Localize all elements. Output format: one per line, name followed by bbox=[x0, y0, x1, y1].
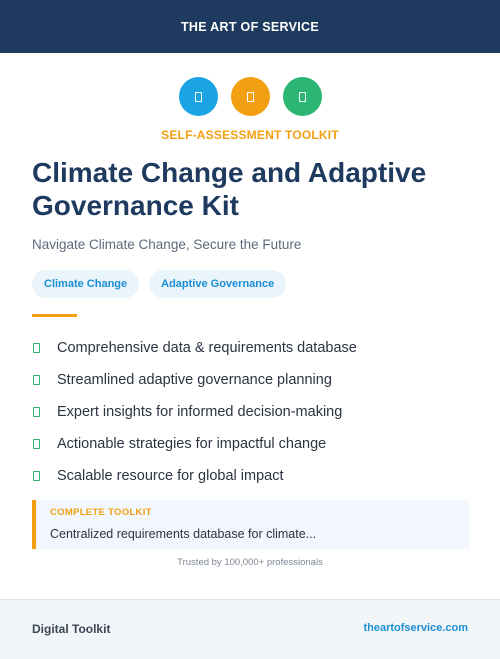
subtitle: Navigate Climate Change, Secure the Futu… bbox=[32, 237, 302, 252]
feature-text: Expert insights for informed decision-ma… bbox=[57, 404, 343, 420]
header-bar: THE ART OF SERVICE bbox=[0, 0, 500, 53]
toolkit-label: COMPLETE TOOLKIT bbox=[50, 507, 152, 518]
check-icon bbox=[33, 439, 40, 449]
check-icon bbox=[33, 343, 40, 353]
feature-item: Streamlined adaptive governance planning bbox=[32, 364, 357, 396]
feature-item: Scalable resource for global impact bbox=[32, 460, 357, 492]
eyebrow-label: SELF-ASSESSMENT TOOLKIT bbox=[161, 128, 339, 142]
feature-list: Comprehensive data & requirements databa… bbox=[32, 332, 357, 492]
footer-website-link[interactable]: theartofservice.com bbox=[363, 622, 468, 634]
feature-item: Expert insights for informed decision-ma… bbox=[32, 396, 357, 428]
tag-climate-change[interactable]: Climate Change bbox=[32, 270, 140, 298]
feature-text: Scalable resource for global impact bbox=[57, 468, 284, 484]
icon-row bbox=[0, 77, 500, 116]
feature-text: Streamlined adaptive governance planning bbox=[57, 372, 332, 388]
check-icon bbox=[33, 471, 40, 481]
page-title: Climate Change and Adaptive Governance K… bbox=[32, 157, 427, 221]
trusted-note: Trusted by 100,000+ professionals bbox=[177, 557, 323, 568]
footer: Digital Toolkit theartofservice.com bbox=[0, 599, 500, 659]
complete-toolkit-callout: COMPLETE TOOLKIT Centralized requirement… bbox=[32, 500, 469, 549]
chart-icon bbox=[282, 77, 322, 116]
book-icon bbox=[178, 77, 218, 116]
footer-product-type: Digital Toolkit bbox=[32, 622, 111, 636]
accent-divider bbox=[32, 314, 77, 317]
tag-adaptive-governance[interactable]: Adaptive Governance bbox=[149, 270, 287, 298]
check-icon bbox=[33, 407, 40, 417]
feature-text: Comprehensive data & requirements databa… bbox=[57, 340, 357, 356]
clipboard-icon bbox=[230, 77, 270, 116]
feature-item: Comprehensive data & requirements databa… bbox=[32, 332, 357, 364]
check-icon bbox=[33, 375, 40, 385]
feature-item: Actionable strategies for impactful chan… bbox=[32, 428, 357, 460]
toolkit-description: Centralized requirements database for cl… bbox=[50, 527, 317, 541]
tag-list: Climate Change Adaptive Governance bbox=[32, 270, 287, 298]
feature-text: Actionable strategies for impactful chan… bbox=[57, 436, 327, 452]
brand-name: THE ART OF SERVICE bbox=[180, 19, 320, 34]
